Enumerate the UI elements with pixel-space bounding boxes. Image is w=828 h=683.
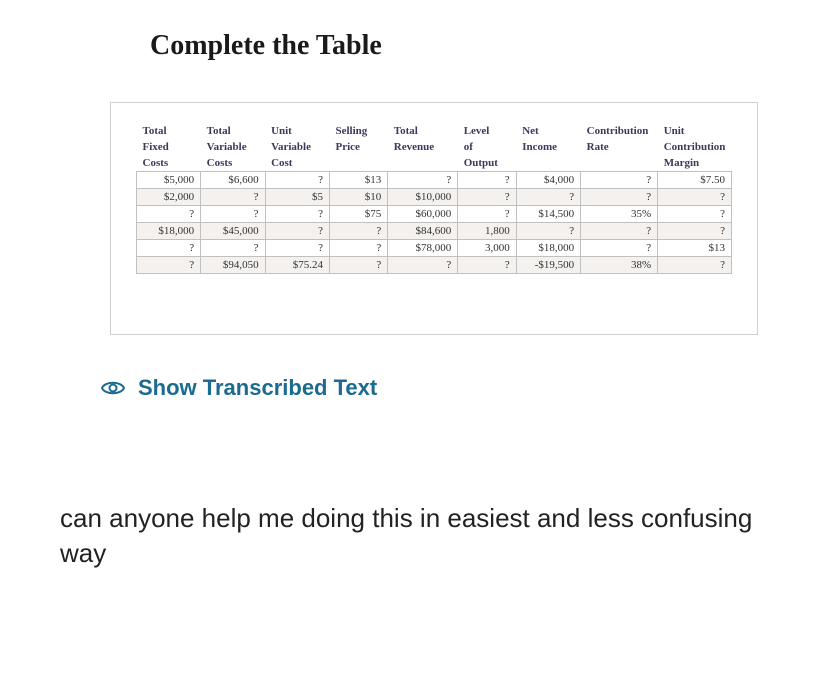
table-cell: ? — [137, 206, 201, 223]
table-cell: ? — [581, 172, 658, 189]
table-header-cell — [516, 155, 580, 172]
table-header-cell: Fixed — [137, 139, 201, 155]
table-cell: 1,800 — [458, 223, 516, 240]
table-cell: $60,000 — [388, 206, 458, 223]
table-cell: ? — [458, 206, 516, 223]
page-title: Complete the Table — [150, 30, 768, 62]
table-header-cell: Price — [329, 139, 387, 155]
table-header-cell: Output — [458, 155, 516, 172]
table-header-cell: Variable — [201, 139, 265, 155]
table-cell: ? — [581, 189, 658, 206]
cost-table: TotalTotalUnitSellingTotalLevelNetContri… — [136, 123, 732, 274]
table-cell: $10 — [329, 189, 387, 206]
table-cell: ? — [329, 257, 387, 274]
table-cell: $4,000 — [516, 172, 580, 189]
table-header-cell: Cost — [265, 155, 329, 172]
question-text: can anyone help me doing this in easiest… — [60, 501, 768, 571]
table-header-cell: of — [458, 139, 516, 155]
table-cell: $18,000 — [516, 240, 580, 257]
table-cell: $5 — [265, 189, 329, 206]
table-cell: ? — [458, 257, 516, 274]
table-header-cell — [388, 155, 458, 172]
table-header-cell: Rate — [581, 139, 658, 155]
table-row: ???$75$60,000?$14,50035%? — [137, 206, 732, 223]
table-cell: ? — [658, 206, 732, 223]
table-row: ?$94,050$75.24???-$19,50038%? — [137, 257, 732, 274]
table-cell: $75.24 — [265, 257, 329, 274]
table-header-cell: Level — [458, 123, 516, 139]
table-cell: $7.50 — [658, 172, 732, 189]
eye-icon — [100, 378, 126, 398]
table-cell: $18,000 — [137, 223, 201, 240]
table-cell: ? — [201, 240, 265, 257]
table-cell: $2,000 — [137, 189, 201, 206]
show-transcribed-button[interactable]: Show Transcribed Text — [100, 375, 768, 401]
table-header-cell: Unit — [265, 123, 329, 139]
table-row: $18,000$45,000??$84,6001,800??? — [137, 223, 732, 240]
table-header-cell: Unit — [658, 123, 732, 139]
table-cell: $13 — [658, 240, 732, 257]
table-cell: ? — [458, 189, 516, 206]
table-cell: ? — [658, 257, 732, 274]
table-cell: ? — [201, 206, 265, 223]
table-cell: ? — [329, 240, 387, 257]
table-cell: ? — [658, 223, 732, 240]
table-row: $2,000?$5$10$10,000???? — [137, 189, 732, 206]
table-cell: $14,500 — [516, 206, 580, 223]
table-header-cell: Contribution — [581, 123, 658, 139]
table-cell: $5,000 — [137, 172, 201, 189]
table-container: TotalTotalUnitSellingTotalLevelNetContri… — [110, 102, 758, 335]
table-cell: ? — [137, 240, 201, 257]
table-cell: -$19,500 — [516, 257, 580, 274]
table-cell: ? — [265, 223, 329, 240]
table-cell: $6,600 — [201, 172, 265, 189]
table-header-cell: Net — [516, 123, 580, 139]
table-cell: ? — [658, 189, 732, 206]
table-header-cell: Total — [137, 123, 201, 139]
table-header-cell: Margin — [658, 155, 732, 172]
table-header-cell: Selling — [329, 123, 387, 139]
table-cell: 3,000 — [458, 240, 516, 257]
table-cell: ? — [516, 189, 580, 206]
table-cell: $45,000 — [201, 223, 265, 240]
table-cell: $78,000 — [388, 240, 458, 257]
table-header-cell: Costs — [201, 155, 265, 172]
table-cell: $13 — [329, 172, 387, 189]
table-header-cell: Income — [516, 139, 580, 155]
table-cell: ? — [265, 206, 329, 223]
table-row: $5,000$6,600?$13??$4,000?$7.50 — [137, 172, 732, 189]
table-cell: 35% — [581, 206, 658, 223]
table-header-cell: Total — [388, 123, 458, 139]
table-cell: $10,000 — [388, 189, 458, 206]
table-cell: ? — [581, 223, 658, 240]
table-cell: ? — [516, 223, 580, 240]
table-cell: ? — [388, 172, 458, 189]
table-row: ????$78,0003,000$18,000?$13 — [137, 240, 732, 257]
table-header-cell — [581, 155, 658, 172]
show-transcribed-label: Show Transcribed Text — [138, 375, 377, 401]
table-cell: ? — [458, 172, 516, 189]
table-cell: $75 — [329, 206, 387, 223]
table-header-cell: Revenue — [388, 139, 458, 155]
table-cell: ? — [201, 189, 265, 206]
table-cell: ? — [329, 223, 387, 240]
table-cell: $84,600 — [388, 223, 458, 240]
table-header-cell: Costs — [137, 155, 201, 172]
table-cell: ? — [581, 240, 658, 257]
table-header-cell — [329, 155, 387, 172]
table-cell: ? — [265, 172, 329, 189]
table-header-cell: Contribution — [658, 139, 732, 155]
table-cell: ? — [265, 240, 329, 257]
table-cell: $94,050 — [201, 257, 265, 274]
table-header-cell: Total — [201, 123, 265, 139]
table-header-cell: Variable — [265, 139, 329, 155]
table-cell: ? — [137, 257, 201, 274]
table-cell: 38% — [581, 257, 658, 274]
table-cell: ? — [388, 257, 458, 274]
